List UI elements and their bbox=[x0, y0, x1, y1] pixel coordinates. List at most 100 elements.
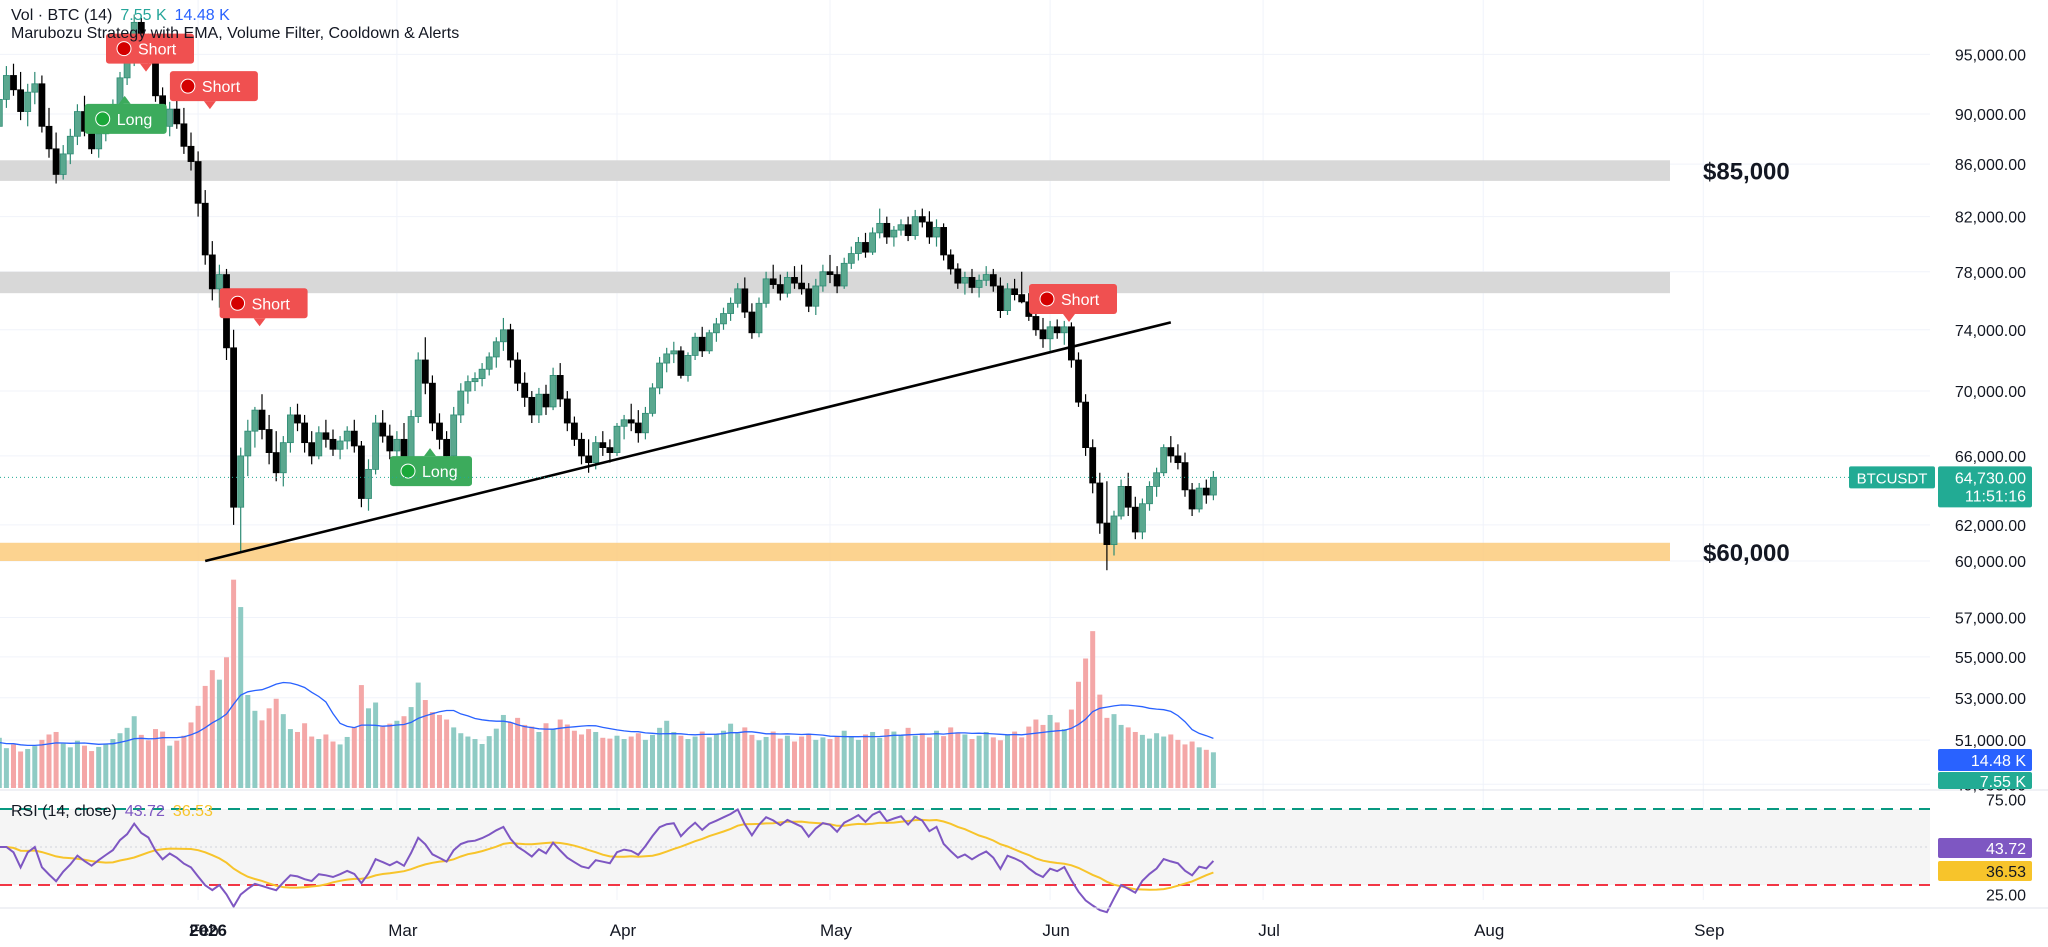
volume-bar bbox=[323, 734, 329, 788]
volume-bar bbox=[912, 735, 918, 788]
volume-bar bbox=[216, 679, 222, 788]
volume-bar bbox=[834, 736, 840, 788]
candle-body bbox=[989, 274, 997, 287]
candle-body bbox=[968, 277, 976, 288]
signals: Short Short Long Short Long Short bbox=[84, 33, 1117, 487]
volume-bar bbox=[742, 727, 748, 788]
candle-body bbox=[301, 422, 309, 444]
volume-bar bbox=[408, 707, 414, 788]
candle-body bbox=[748, 311, 756, 334]
volume-bar bbox=[145, 740, 151, 788]
volume-bar bbox=[756, 740, 762, 788]
short-signal-label bbox=[219, 288, 308, 319]
candle-body bbox=[1089, 447, 1097, 484]
volume-bar bbox=[1047, 714, 1053, 788]
price-zone bbox=[0, 160, 1670, 181]
candle-body bbox=[201, 202, 209, 256]
volume-bar bbox=[792, 741, 797, 788]
rsi-legend-value: 43.72 bbox=[124, 803, 165, 820]
volume-bar bbox=[721, 730, 726, 788]
price-tick-label: 62,000.00 bbox=[1955, 518, 2026, 535]
price-tick-label: 95,000.00 bbox=[1955, 47, 2026, 64]
strategy-title: Marubozu Strategy with EMA, Volume Filte… bbox=[11, 25, 460, 42]
volume-bar bbox=[46, 734, 52, 788]
price-tick-label: 66,000.00 bbox=[1955, 449, 2026, 466]
volume-bar bbox=[0, 737, 2, 788]
candle-body bbox=[237, 455, 245, 508]
signal-text: Short bbox=[138, 42, 177, 59]
volume-bar bbox=[983, 731, 989, 788]
volume-bar bbox=[337, 744, 343, 788]
signal-pointer bbox=[140, 63, 152, 72]
volume-bar bbox=[117, 733, 123, 788]
candle-body bbox=[166, 108, 174, 127]
candle-body bbox=[421, 359, 429, 384]
candle-body bbox=[308, 442, 316, 457]
red-dot-icon bbox=[230, 295, 246, 311]
volume-bar bbox=[188, 722, 194, 788]
candle-body bbox=[1060, 326, 1068, 334]
candle-body bbox=[74, 111, 81, 137]
trendline-group[interactable] bbox=[204, 321, 1172, 563]
volume-bar bbox=[678, 735, 684, 788]
candle-body bbox=[464, 381, 472, 392]
candle-body bbox=[457, 390, 465, 416]
volume-bar bbox=[451, 727, 457, 788]
candle-body bbox=[940, 227, 947, 256]
volume-bar bbox=[444, 719, 450, 788]
volume-bar bbox=[586, 729, 592, 788]
candle-body bbox=[670, 350, 678, 355]
candle-body bbox=[642, 412, 649, 434]
volume-bar bbox=[366, 708, 371, 788]
price-zone bbox=[0, 542, 1670, 561]
volume-bar bbox=[1061, 729, 1067, 788]
volume-bar bbox=[174, 740, 180, 788]
rsi-value-tag-text: 43.72 bbox=[1986, 841, 2026, 858]
candle-body bbox=[38, 83, 46, 127]
candle-body bbox=[329, 438, 337, 450]
candle-body bbox=[1139, 503, 1146, 533]
volume-bar bbox=[67, 747, 73, 788]
volume-bar bbox=[571, 730, 577, 788]
volume-bar bbox=[429, 712, 435, 788]
volume-bar bbox=[472, 739, 478, 788]
candle-body bbox=[918, 216, 926, 223]
candle-body bbox=[1210, 476, 1217, 496]
candle-body bbox=[549, 375, 557, 408]
volume-bar bbox=[209, 670, 215, 788]
candle-body bbox=[173, 108, 181, 125]
volume-bar bbox=[1154, 733, 1160, 788]
rsi-ma-legend-value: 36.53 bbox=[172, 803, 213, 820]
volume-bar bbox=[238, 607, 244, 788]
volume-bar bbox=[621, 739, 627, 788]
candles bbox=[0, 14, 1217, 571]
volume-bar bbox=[870, 731, 876, 788]
volume-bar bbox=[1139, 734, 1145, 788]
volume-bar bbox=[770, 731, 776, 788]
green-dot-icon bbox=[400, 463, 416, 479]
volume-bar bbox=[536, 731, 542, 788]
volume-bar bbox=[202, 685, 208, 788]
candle-body bbox=[265, 429, 273, 453]
volume-bar bbox=[89, 751, 95, 788]
candle-body bbox=[10, 75, 17, 91]
volume-bar bbox=[1033, 719, 1039, 788]
volume-bar bbox=[749, 734, 755, 788]
candle-body bbox=[1146, 486, 1153, 505]
countdown-text: 11:51:16 bbox=[1965, 488, 2026, 505]
candle-body bbox=[428, 382, 436, 424]
volume-bar bbox=[160, 731, 166, 788]
volume-bar bbox=[138, 734, 144, 788]
candle-body bbox=[1160, 447, 1168, 474]
volume-bar bbox=[664, 720, 670, 788]
price-zones: $85,000 $60,000 bbox=[0, 159, 1790, 567]
volume-bar bbox=[195, 705, 201, 788]
volume-bar bbox=[813, 739, 819, 788]
candle-body bbox=[776, 284, 784, 294]
price-tick-label: 78,000.00 bbox=[1955, 265, 2026, 282]
candle-body bbox=[88, 130, 95, 150]
volume-bars bbox=[0, 579, 1216, 788]
trendline[interactable] bbox=[204, 321, 1172, 563]
volume-bar bbox=[1005, 734, 1010, 788]
